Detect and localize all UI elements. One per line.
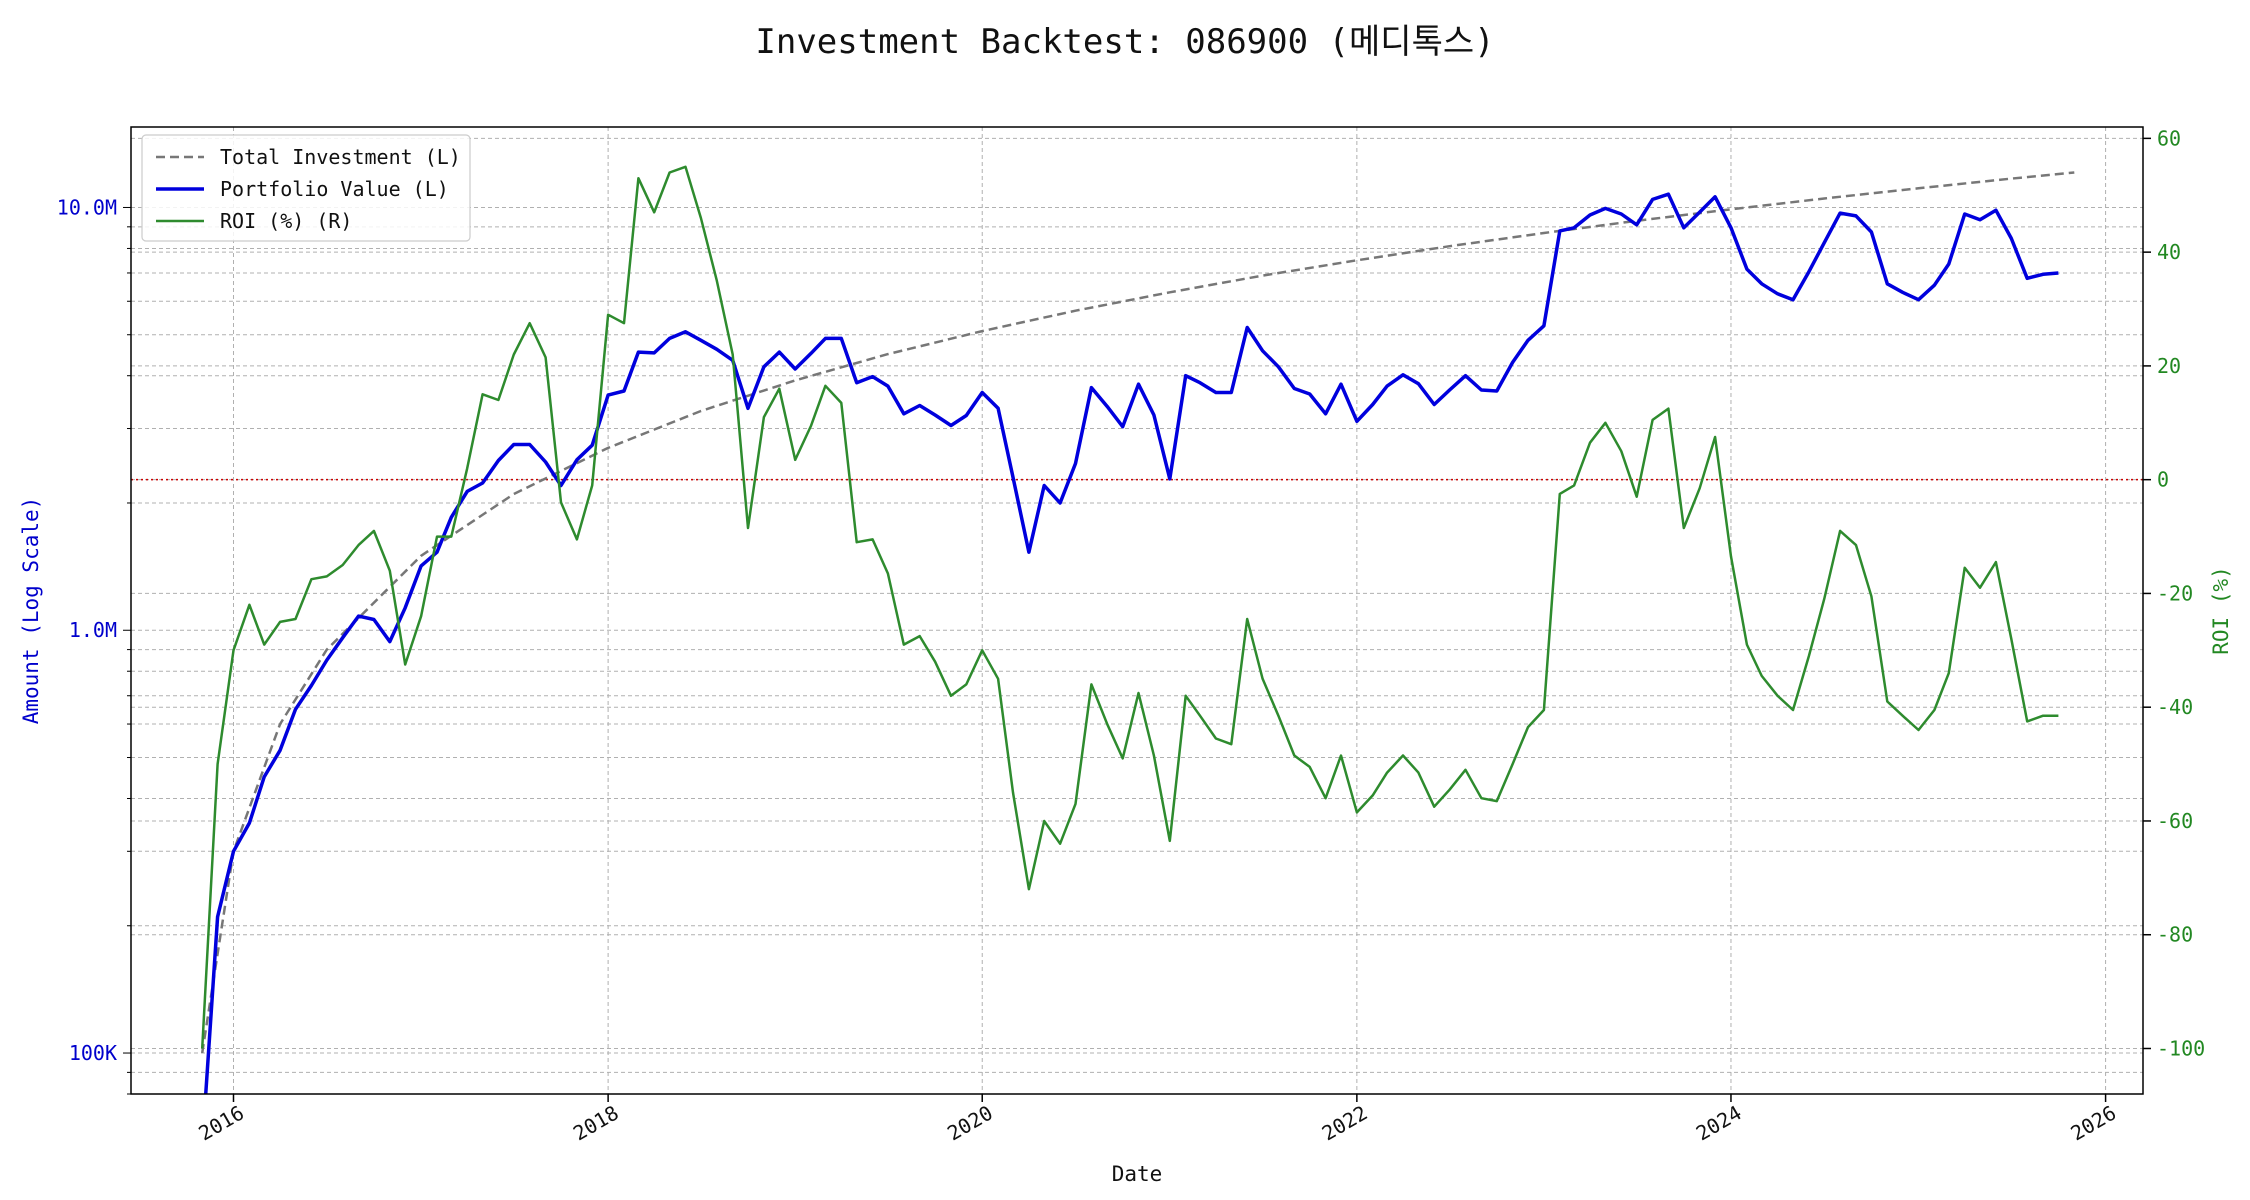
right-y-axis-label: ROI (%): [2209, 566, 2233, 655]
grid-lines: [131, 127, 2143, 1095]
legend: Total Investment (L) Portfolio Value (L) R…: [141, 134, 471, 242]
y-left-tick-label: 1.0M: [69, 618, 117, 642]
x-tick-label: 2016: [194, 1101, 248, 1146]
legend-label: Total Investment (L): [220, 145, 461, 169]
x-axis-label: Date: [1112, 1162, 1163, 1186]
y-right-tick-label: 60: [2157, 126, 2181, 150]
right-y-axis: -100 -80 -60 -40 -20 0 20 40 60: [2143, 126, 2205, 1060]
portfolio-value-line: [203, 192, 2059, 1094]
y-left-tick-label: 100K: [69, 1041, 117, 1065]
legend-label: ROI (%) (R): [220, 209, 352, 233]
x-tick-label: 2026: [2066, 1101, 2120, 1146]
x-tick-label: 2024: [1692, 1101, 1746, 1146]
y-right-tick-label: -40: [2157, 695, 2193, 719]
series-lines: [200, 165, 2075, 1094]
y-right-tick-label: -20: [2157, 581, 2193, 605]
x-tick-label: 2022: [1318, 1101, 1372, 1146]
left-y-axis-label: Amount (Log Scale): [19, 497, 43, 725]
y-right-tick-label: -80: [2157, 923, 2193, 947]
y-right-tick-label: 0: [2157, 468, 2169, 492]
x-tick-label: 2018: [569, 1101, 623, 1146]
plot-frame: [130, 126, 2144, 1095]
chart-title: Investment Backtest: 086900 (메디톡스): [755, 22, 1495, 62]
x-tick-label: 2020: [943, 1101, 997, 1146]
roi-line: [200, 165, 2059, 1049]
x-axis: 2016 2018 2020 2022 2024 2026: [194, 1094, 2120, 1145]
y-left-tick-label: 10.0M: [57, 195, 117, 219]
y-right-tick-label: -60: [2157, 809, 2193, 833]
y-right-tick-label: -100: [2157, 1036, 2205, 1060]
total-investment-line: [200, 171, 2075, 1054]
legend-box: [141, 134, 471, 242]
y-right-tick-label: 20: [2157, 354, 2181, 378]
y-right-tick-label: 40: [2157, 240, 2181, 264]
legend-label: Portfolio Value (L): [220, 177, 449, 201]
left-y-axis: 100K 1.0M 10.0M: [57, 195, 131, 1095]
